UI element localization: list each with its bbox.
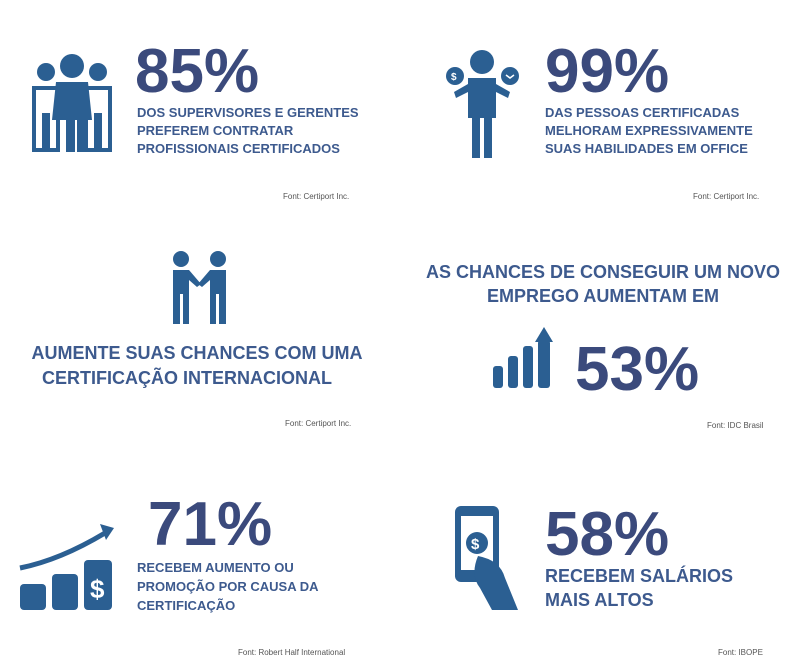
dollar-glyph: $ (90, 574, 105, 604)
headline: CERTIFICAÇÃO INTERNACIONAL (42, 367, 332, 388)
source: Font: IBOPE (718, 648, 763, 657)
handshake-icon (173, 251, 226, 324)
growth-bars-icon (493, 327, 553, 388)
stat: 58% (545, 500, 669, 569)
source: Font: Certiport Inc. (693, 192, 759, 201)
description: DOS SUPERVISORES E GERENTES (137, 105, 359, 120)
description: PROMOÇÃO POR CAUSA DA (137, 579, 319, 594)
description: MAIS ALTOS (545, 590, 654, 610)
stat: 85% (135, 37, 259, 106)
businessman-icon: $ (446, 50, 519, 158)
salary-growth-icon: $ (19, 524, 114, 610)
description: RECEBEM SALÁRIOS (545, 565, 733, 586)
description: PREFEREM CONTRATAR (137, 123, 294, 138)
description: CERTIFICAÇÃO (137, 598, 235, 613)
description: RECEBEM AUMENTO OU (137, 560, 294, 575)
description: SUAS HABILIDADES EM OFFICE (545, 141, 748, 156)
dollar-glyph: $ (471, 536, 480, 553)
source: Font: Certiport Inc. (285, 419, 351, 428)
stat: 99% (545, 37, 669, 106)
stat: 53% (575, 335, 699, 404)
source: Font: IDC Brasil (707, 421, 764, 430)
dollar-glyph: $ (451, 72, 457, 83)
headline: EMPREGO AUMENTAM EM (487, 286, 719, 306)
people-icon (32, 54, 112, 152)
source: Font: Robert Half International (238, 648, 345, 657)
description: DAS PESSOAS CERTIFICADAS (545, 105, 740, 120)
headline: AUMENTE SUAS CHANCES COM UMA (31, 343, 362, 363)
source: Font: Certiport Inc. (283, 192, 349, 201)
headline: AS CHANCES DE CONSEGUIR UM NOVO (426, 262, 780, 282)
stat: 71% (148, 490, 272, 559)
description: PROFISSIONAIS CERTIFICADOS (137, 141, 340, 156)
phone-money-icon: $ (455, 506, 518, 610)
description: MELHORAM EXPRESSIVAMENTE (545, 123, 753, 138)
